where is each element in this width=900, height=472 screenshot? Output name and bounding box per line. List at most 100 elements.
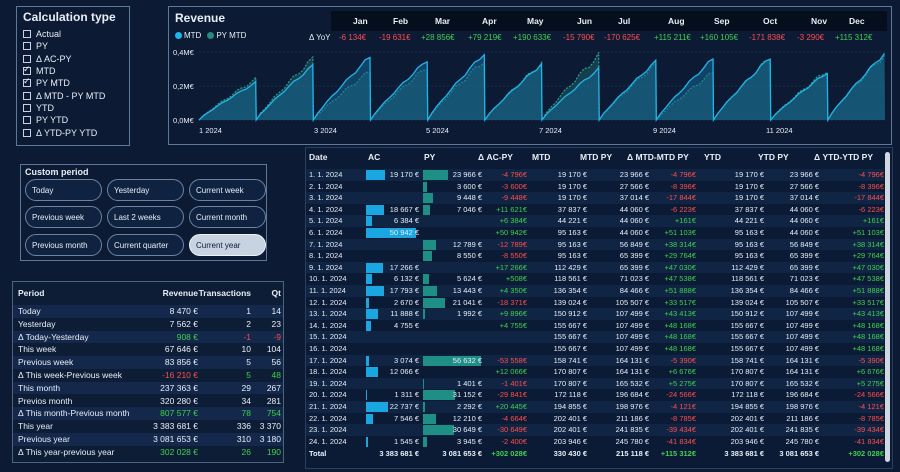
cell: 7 562 € xyxy=(169,318,198,329)
period-button-last-2-weeks[interactable]: Last 2 weeks xyxy=(107,206,184,228)
period-button-yesterday[interactable]: Yesterday xyxy=(107,179,184,201)
cell: 6 132 € xyxy=(393,274,419,284)
column-header-9[interactable]: Δ YTD-YTD PY xyxy=(814,152,874,162)
cell: 211 186 € xyxy=(786,413,819,423)
column-header-3[interactable]: Δ AC-PY xyxy=(478,152,513,162)
main-table-header: Date AC PY Δ AC-PY MTD MTD PY Δ MTD-MTD PY YTD Y… xyxy=(306,152,884,166)
cell: Qt xyxy=(271,288,281,298)
cell: 7 046 € xyxy=(456,204,482,214)
chart-legend: MTD PY MTD xyxy=(175,31,246,40)
cell: 139 024 € xyxy=(553,297,587,307)
cell: 14 xyxy=(271,306,281,316)
daily-revenue-table: Date AC PY Δ AC-PY MTD MTD PY Δ MTD-MTD PY YTD Y… xyxy=(305,147,893,469)
checkbox-icon[interactable] xyxy=(23,76,31,88)
cell: -9 448€ xyxy=(501,193,527,203)
table-row: 5. 1. 2024 6 384 € +6 384€ 44 221 € 44 060 €… xyxy=(306,215,884,227)
cell: 1 xyxy=(246,306,251,316)
cell: 245 780 € xyxy=(785,436,819,446)
period-button-today[interactable]: Today xyxy=(25,179,102,201)
checkbox-icon[interactable] xyxy=(23,30,31,39)
cell: 302 028 € xyxy=(160,446,198,457)
column-header-6[interactable]: Δ MTD-MTD PY xyxy=(627,152,689,162)
column-header-7[interactable]: YTD xyxy=(704,152,721,162)
cell: -39 434€ xyxy=(854,425,884,435)
cell: -1 401€ xyxy=(501,378,527,388)
legend-label: PY MTD xyxy=(216,31,247,40)
column-header-1[interactable]: AC xyxy=(368,152,381,162)
cell: 281 xyxy=(266,395,281,406)
yoy-value: -6 134€ xyxy=(339,33,367,42)
cell: -39 434€ xyxy=(666,425,696,435)
cell: -9 xyxy=(273,331,281,342)
calc-option--mtd-py-mtd[interactable]: Δ MTD - PY MTD xyxy=(23,89,123,101)
cell: 330 430 € xyxy=(553,449,587,459)
cell: 31 152 € xyxy=(452,390,482,400)
period-table-row: Today 8 470 € 1 14 xyxy=(13,305,283,318)
cell: +302 028€ xyxy=(491,449,527,459)
checkbox-icon[interactable] xyxy=(23,64,31,76)
cell: 67 646 € xyxy=(164,344,198,355)
column-header-5[interactable]: MTD PY xyxy=(580,152,613,162)
checkbox-icon[interactable] xyxy=(23,116,31,125)
table-row: 13. 1. 2024 11 888 € 1 992 € +9 896€ 150 912… xyxy=(306,308,884,320)
calc-option-ytd[interactable]: YTD xyxy=(23,102,123,114)
period-button-current-quarter[interactable]: Current quarter xyxy=(107,234,184,256)
period-button-current-year[interactable]: Current year xyxy=(189,234,266,256)
calc-option--ac-py[interactable]: Δ AC-PY xyxy=(23,53,123,65)
period-button-previous-week[interactable]: Previous week xyxy=(25,206,102,228)
calc-option-actual[interactable]: Actual xyxy=(23,28,123,40)
cell: 44 221 € xyxy=(734,216,764,226)
cell: 71 023 € xyxy=(789,274,819,284)
cell: 136 354 € xyxy=(730,286,764,295)
yoy-value: -19 631€ xyxy=(379,33,411,42)
cell: Yesterday xyxy=(18,318,56,329)
checkbox-icon[interactable] xyxy=(23,54,31,63)
cell: 2 292 € xyxy=(456,402,482,411)
yoy-value: +190 633€ xyxy=(513,33,552,42)
cell: 83 856 € xyxy=(164,357,198,368)
calc-option-py-ytd[interactable]: PY YTD xyxy=(23,114,123,126)
cell: 44 221 € xyxy=(557,216,587,226)
column-header-2[interactable]: PY xyxy=(424,152,436,162)
checkbox-icon[interactable] xyxy=(23,128,31,137)
calc-option-mtd[interactable]: MTD xyxy=(23,64,123,77)
cell: -2 400€ xyxy=(501,436,527,446)
period-table-row: Δ This year-previous year 302 028 € 26 190 xyxy=(13,446,283,459)
cell: 155 667 € xyxy=(553,332,587,342)
table-row: 15. 1. 2024 155 667 € 107 499 € +48 168€ 155… xyxy=(306,331,884,343)
cell: -8 550€ xyxy=(501,251,527,261)
cell: -3 600€ xyxy=(501,181,527,191)
cell: 50 942 € xyxy=(389,228,419,237)
cell: 12 066 € xyxy=(389,367,419,377)
cell: 107 499 € xyxy=(615,309,649,319)
cell: +5 275€ xyxy=(856,378,884,388)
cell: 807 577 € xyxy=(160,408,198,419)
period-button-current-week[interactable]: Current week xyxy=(189,179,266,201)
cell: 48 xyxy=(271,370,281,380)
table-scrollbar[interactable] xyxy=(885,152,890,462)
cell: -4 796€ xyxy=(501,170,527,179)
cell: 754 xyxy=(266,408,281,419)
column-header-0[interactable]: Date xyxy=(309,152,328,162)
calc-option-py[interactable]: PY xyxy=(23,40,123,52)
cell: +50 942€ xyxy=(495,228,528,237)
calc-option--ytd-py-ytd[interactable]: Δ YTD-PY YTD xyxy=(23,126,123,138)
column-header-4[interactable]: MTD xyxy=(532,152,551,162)
calc-option-py-mtd[interactable]: PY MTD xyxy=(23,76,123,89)
table-row: 16. 1. 2024 155 667 € 107 499 € +48 168€ 155… xyxy=(306,343,884,355)
cell: +6 676€ xyxy=(668,367,696,377)
yoy-value: +79 219€ xyxy=(468,33,502,42)
checkbox-icon[interactable] xyxy=(23,103,31,112)
column-header-8[interactable]: YTD PY xyxy=(758,152,789,162)
period-button-current-month[interactable]: Current month xyxy=(189,206,266,228)
cell: 37 014 € xyxy=(789,193,819,203)
cell: 155 667 € xyxy=(730,332,764,342)
custom-period-slicer: Custom period Today Yesterday Current week… xyxy=(20,164,267,261)
cell: 71 023 € xyxy=(619,274,649,284)
checkbox-icon[interactable] xyxy=(23,91,31,100)
month-label-mar: Mar xyxy=(435,16,451,26)
checkbox-icon[interactable] xyxy=(23,42,31,51)
period-button-previous-month[interactable]: Previous month xyxy=(25,234,102,256)
period-table-row: This week 67 646 € 10 104 xyxy=(13,343,283,356)
cell: 155 667 € xyxy=(730,320,764,330)
